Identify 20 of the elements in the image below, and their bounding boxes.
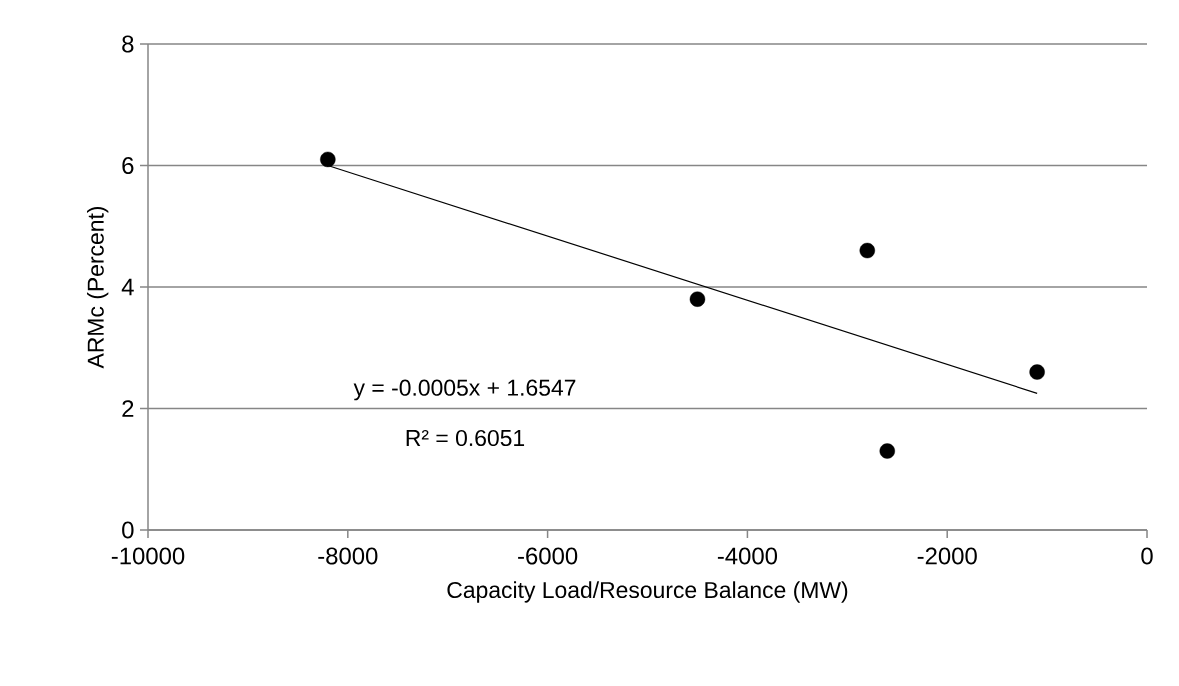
x-tick-label: 0 <box>1141 547 1153 565</box>
x-tick-label: -2000 <box>917 547 977 565</box>
point <box>689 291 706 307</box>
x-tick-label: -8000 <box>318 547 378 565</box>
annotation: y = -0.0005x + 1.6547 <box>353 379 576 401</box>
x-tick-label: -4000 <box>717 547 778 565</box>
annotation: R² = 0.6051 <box>406 429 525 447</box>
y-tick-label: 8 <box>122 35 134 53</box>
point <box>879 443 895 459</box>
y-tick-label: 6 <box>122 157 134 174</box>
point <box>859 242 875 259</box>
y-tick-label: 2 <box>122 400 134 417</box>
x-axis-title: Capacity Load/Resource Balance (MW) <box>447 581 848 603</box>
point <box>320 151 336 168</box>
y-axis-title: ARMc (Percent) <box>86 206 109 369</box>
x-tick-label: -6000 <box>518 547 578 565</box>
x-tick-label: -10000 <box>111 547 185 565</box>
y-tick-label: 0 <box>122 521 134 539</box>
y-tick-label: 4 <box>121 278 134 296</box>
point <box>1029 364 1045 380</box>
